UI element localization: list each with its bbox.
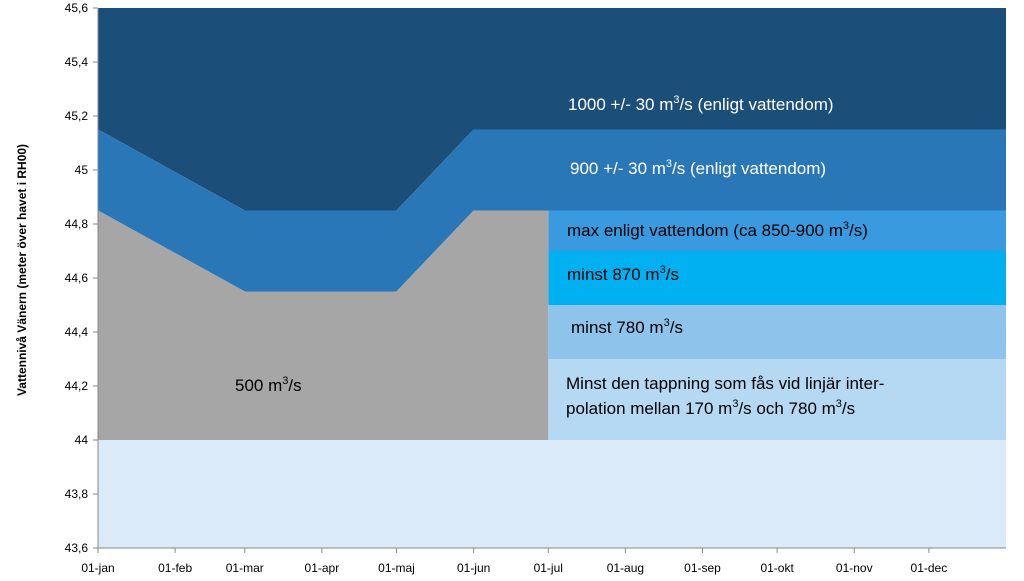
zone-label-1000: 1000 +/- 30 m3/s (enligt vattendom) — [568, 94, 834, 114]
y-axis-label: Vattennivå Vänern (meter över havet i RH… — [15, 144, 29, 396]
y-tick-label: 44,6 — [65, 271, 89, 285]
zone-zinterp — [548, 359, 1006, 440]
x-ticks: 01-jan 01-feb 01-mar 01-apr 01-maj 01-jun 01-j… — [81, 548, 947, 575]
zone-zbottom — [98, 440, 1006, 548]
zone-label-500: 500 m3/s — [235, 375, 302, 395]
x-tick-label: 01-dec — [911, 561, 948, 575]
x-tick-label: 01-sep — [684, 561, 721, 575]
zone-zmax — [548, 210, 1006, 251]
x-tick-label: 01-jul — [534, 561, 563, 575]
zone-label-900: 900 +/- 30 m3/s (enligt vattendom) — [570, 158, 826, 178]
y-tick-label: 44 — [75, 433, 89, 447]
zone-label-interpolation-line2: polation mellan 170 m3/s och 780 m3/s — [566, 398, 855, 418]
x-tick-label: 01-maj — [378, 561, 415, 575]
y-tick-label: 43,6 — [65, 541, 89, 555]
y-tick-label: 45,6 — [65, 1, 89, 15]
y-tick-label: 45 — [75, 163, 89, 177]
x-tick-label: 01-aug — [607, 561, 644, 575]
zone-label-870: minst 870 m3/s — [567, 264, 679, 284]
x-tick-label: 01-jun — [457, 561, 490, 575]
y-tick-label: 45,2 — [65, 109, 89, 123]
zone-z1000 — [98, 8, 1006, 211]
zone-label-interpolation-line1: Minst den tappning som fås vid linjär in… — [566, 374, 884, 393]
zone-label-max: max enligt vattendom (ca 850-900 m3/s) — [567, 220, 868, 240]
axes: 43,6 43,8 44 44,2 44,4 44,6 44,8 45 45,2 45,4 45,6… — [65, 1, 1006, 575]
y-tick-label: 44,2 — [65, 379, 89, 393]
zone-z780 — [548, 305, 1006, 359]
y-tick-label: 45,4 — [65, 55, 89, 69]
y-ticks: 43,6 43,8 44 44,2 44,4 44,6 44,8 45 45,2 45,4 45,6 — [65, 1, 98, 555]
x-tick-label: 01-feb — [158, 561, 192, 575]
zone-z500 — [98, 210, 549, 440]
zone-label-780: minst 780 m3/s — [571, 317, 683, 337]
y-tick-label: 44,8 — [65, 217, 89, 231]
zone-areas — [98, 8, 1006, 548]
x-tick-label: 01-apr — [305, 561, 340, 575]
x-tick-label: 01-jan — [81, 561, 114, 575]
zone-z870 — [548, 251, 1006, 305]
x-tick-label: 01-mar — [226, 561, 264, 575]
y-tick-label: 43,8 — [65, 487, 89, 501]
x-tick-label: 01-nov — [836, 561, 873, 575]
y-tick-label: 44,4 — [65, 325, 89, 339]
x-tick-label: 01-okt — [760, 561, 794, 575]
